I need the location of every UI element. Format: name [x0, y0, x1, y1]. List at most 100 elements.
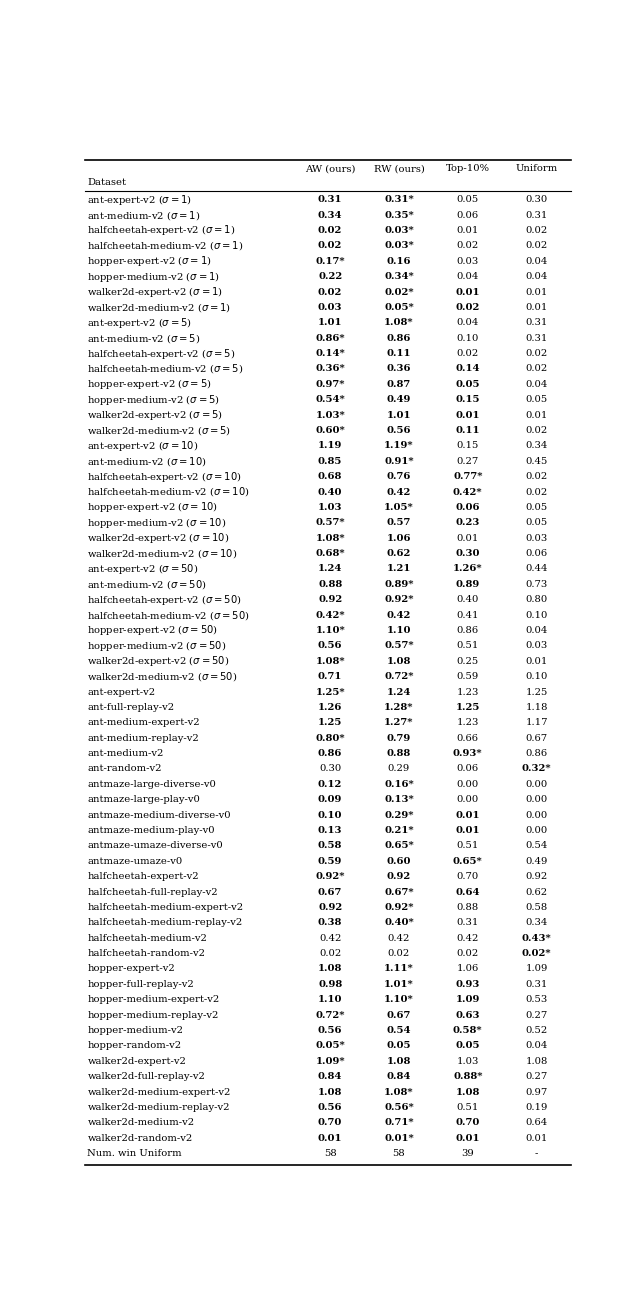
- Text: 0.45: 0.45: [525, 457, 548, 465]
- Text: hopper-expert-v2 ($\sigma = 5$): hopper-expert-v2 ($\sigma = 5$): [88, 377, 212, 392]
- Text: halfcheetah-random-v2: halfcheetah-random-v2: [88, 949, 205, 958]
- Text: 0.06: 0.06: [525, 549, 548, 558]
- Text: ant-random-v2: ant-random-v2: [88, 765, 162, 774]
- Text: 0.92*: 0.92*: [384, 595, 413, 604]
- Text: 0.65*: 0.65*: [384, 841, 414, 850]
- Text: 0.88: 0.88: [457, 903, 479, 912]
- Text: 0.15: 0.15: [456, 442, 479, 451]
- Text: 0.10: 0.10: [525, 611, 548, 620]
- Text: 1.01*: 1.01*: [384, 980, 414, 989]
- Text: ant-expert-v2 ($\sigma = 1$): ant-expert-v2 ($\sigma = 1$): [88, 193, 193, 206]
- Text: 0.54*: 0.54*: [316, 396, 345, 405]
- Text: 0.02: 0.02: [456, 304, 480, 311]
- Text: 1.10: 1.10: [318, 995, 342, 1004]
- Text: 0.92: 0.92: [525, 872, 548, 882]
- Text: 0.10: 0.10: [456, 334, 479, 343]
- Text: 0.36*: 0.36*: [316, 364, 345, 373]
- Text: 1.08: 1.08: [456, 1088, 480, 1097]
- Text: 1.25: 1.25: [318, 719, 342, 728]
- Text: antmaze-umaze-diverse-v0: antmaze-umaze-diverse-v0: [88, 841, 223, 850]
- Text: 0.58: 0.58: [525, 903, 548, 912]
- Text: 1.01: 1.01: [318, 318, 342, 327]
- Text: walker2d-expert-v2 ($\sigma = 10$): walker2d-expert-v2 ($\sigma = 10$): [88, 531, 230, 545]
- Text: 0.56: 0.56: [318, 1026, 342, 1035]
- Text: walker2d-full-replay-v2: walker2d-full-replay-v2: [88, 1072, 205, 1081]
- Text: 0.70: 0.70: [318, 1118, 342, 1127]
- Text: 0.31: 0.31: [525, 318, 548, 327]
- Text: 0.19: 0.19: [525, 1102, 548, 1112]
- Text: ant-medium-v2 ($\sigma = 1$): ant-medium-v2 ($\sigma = 1$): [88, 209, 201, 222]
- Text: ant-medium-v2 ($\sigma = 5$): ant-medium-v2 ($\sigma = 5$): [88, 331, 201, 344]
- Text: 0.03: 0.03: [525, 533, 548, 543]
- Text: 0.66: 0.66: [457, 733, 479, 742]
- Text: 0.01: 0.01: [456, 288, 480, 297]
- Text: hopper-full-replay-v2: hopper-full-replay-v2: [88, 980, 194, 989]
- Text: 0.02*: 0.02*: [384, 288, 414, 297]
- Text: 0.16*: 0.16*: [384, 779, 414, 788]
- Text: ant-medium-v2: ant-medium-v2: [88, 749, 164, 758]
- Text: 0.92*: 0.92*: [316, 872, 345, 882]
- Text: 0.40*: 0.40*: [384, 918, 414, 928]
- Text: 0.86: 0.86: [525, 749, 548, 758]
- Text: 0.15: 0.15: [456, 396, 480, 405]
- Text: 0.64: 0.64: [525, 1118, 548, 1127]
- Text: 0.71: 0.71: [318, 673, 342, 681]
- Text: 0.77*: 0.77*: [453, 472, 483, 481]
- Text: 0.01: 0.01: [318, 1134, 342, 1143]
- Text: 0.62: 0.62: [387, 549, 411, 558]
- Text: 0.03*: 0.03*: [384, 242, 414, 251]
- Text: 0.86*: 0.86*: [316, 334, 345, 343]
- Text: RW (ours): RW (ours): [374, 164, 424, 173]
- Text: 0.56: 0.56: [318, 641, 342, 650]
- Text: 0.70: 0.70: [457, 872, 479, 882]
- Text: 0.65*: 0.65*: [453, 857, 483, 866]
- Text: 0.85: 0.85: [318, 457, 342, 465]
- Text: 0.59: 0.59: [457, 673, 479, 681]
- Text: 0.42: 0.42: [387, 487, 411, 497]
- Text: hopper-medium-v2 ($\sigma = 10$): hopper-medium-v2 ($\sigma = 10$): [88, 516, 227, 530]
- Text: 0.05: 0.05: [456, 380, 480, 389]
- Text: halfcheetah-expert-v2 ($\sigma = 10$): halfcheetah-expert-v2 ($\sigma = 10$): [88, 469, 242, 484]
- Text: 0.02: 0.02: [525, 472, 548, 481]
- Text: 0.01: 0.01: [456, 533, 479, 543]
- Text: walker2d-medium-v2 ($\sigma = 50$): walker2d-medium-v2 ($\sigma = 50$): [88, 670, 238, 683]
- Text: 0.64: 0.64: [456, 887, 480, 896]
- Text: 1.01: 1.01: [387, 410, 412, 419]
- Text: halfcheetah-medium-v2 ($\sigma = 1$): halfcheetah-medium-v2 ($\sigma = 1$): [88, 239, 244, 252]
- Text: 1.08: 1.08: [387, 1056, 411, 1066]
- Text: 0.04: 0.04: [525, 1042, 548, 1050]
- Text: 0.05: 0.05: [457, 196, 479, 204]
- Text: 1.10*: 1.10*: [316, 625, 345, 635]
- Text: 0.87: 0.87: [387, 380, 411, 389]
- Text: walker2d-expert-v2 ($\sigma = 1$): walker2d-expert-v2 ($\sigma = 1$): [88, 285, 223, 300]
- Text: 0.51: 0.51: [456, 641, 479, 650]
- Text: 0.00: 0.00: [457, 779, 479, 788]
- Text: ant-medium-replay-v2: ant-medium-replay-v2: [88, 733, 199, 742]
- Text: 0.04: 0.04: [525, 272, 548, 281]
- Text: 0.59: 0.59: [318, 857, 342, 866]
- Text: 0.51: 0.51: [456, 1102, 479, 1112]
- Text: 1.09*: 1.09*: [316, 1056, 345, 1066]
- Text: 0.58*: 0.58*: [453, 1026, 483, 1035]
- Text: 0.42*: 0.42*: [316, 611, 345, 620]
- Text: 0.02: 0.02: [318, 226, 342, 235]
- Text: -: -: [535, 1148, 538, 1158]
- Text: 1.19: 1.19: [318, 442, 342, 451]
- Text: 0.67: 0.67: [525, 733, 548, 742]
- Text: 0.01: 0.01: [456, 811, 480, 820]
- Text: 0.02: 0.02: [457, 949, 479, 958]
- Text: 0.58: 0.58: [318, 841, 342, 850]
- Text: 0.30: 0.30: [456, 549, 480, 558]
- Text: 0.03*: 0.03*: [384, 226, 414, 235]
- Text: 0.88: 0.88: [387, 749, 411, 758]
- Text: ant-medium-expert-v2: ant-medium-expert-v2: [88, 719, 200, 728]
- Text: 0.72*: 0.72*: [384, 673, 413, 681]
- Text: walker2d-medium-replay-v2: walker2d-medium-replay-v2: [88, 1102, 230, 1112]
- Text: 0.05: 0.05: [456, 1042, 480, 1050]
- Text: hopper-expert-v2 ($\sigma = 1$): hopper-expert-v2 ($\sigma = 1$): [88, 254, 212, 268]
- Text: 0.02: 0.02: [318, 288, 342, 297]
- Text: 1.03*: 1.03*: [316, 410, 345, 419]
- Text: 0.01: 0.01: [525, 657, 548, 666]
- Text: 0.67: 0.67: [387, 1010, 411, 1020]
- Text: 0.97: 0.97: [525, 1088, 548, 1097]
